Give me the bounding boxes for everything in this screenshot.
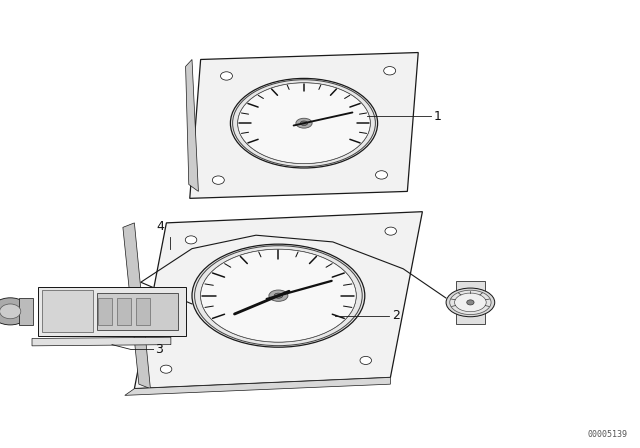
Circle shape	[221, 72, 232, 80]
Ellipse shape	[296, 118, 312, 128]
Ellipse shape	[450, 290, 491, 314]
Circle shape	[385, 227, 397, 235]
Polygon shape	[186, 60, 198, 191]
Polygon shape	[32, 337, 171, 346]
FancyBboxPatch shape	[38, 287, 186, 336]
Polygon shape	[125, 377, 390, 396]
Ellipse shape	[238, 83, 370, 164]
Ellipse shape	[300, 121, 308, 125]
Polygon shape	[189, 52, 419, 198]
Circle shape	[186, 236, 197, 244]
FancyBboxPatch shape	[117, 298, 131, 325]
FancyBboxPatch shape	[19, 298, 33, 325]
FancyBboxPatch shape	[136, 298, 150, 325]
Circle shape	[0, 304, 20, 319]
Polygon shape	[134, 212, 422, 389]
Ellipse shape	[230, 78, 378, 168]
FancyBboxPatch shape	[98, 298, 112, 325]
Circle shape	[212, 176, 224, 184]
Text: 1: 1	[434, 110, 442, 123]
Circle shape	[467, 300, 474, 305]
Text: 2: 2	[392, 309, 400, 322]
Ellipse shape	[192, 244, 365, 347]
Circle shape	[0, 298, 29, 325]
Ellipse shape	[201, 249, 356, 342]
Polygon shape	[123, 223, 150, 389]
Text: 00005139: 00005139	[588, 430, 627, 439]
Circle shape	[376, 171, 387, 179]
Circle shape	[360, 357, 371, 365]
Circle shape	[384, 67, 396, 75]
Polygon shape	[456, 281, 485, 324]
Ellipse shape	[454, 293, 486, 312]
Text: 3: 3	[156, 343, 163, 356]
FancyBboxPatch shape	[42, 290, 93, 332]
Text: 4: 4	[156, 220, 164, 233]
Circle shape	[160, 365, 172, 373]
Ellipse shape	[274, 293, 283, 298]
Ellipse shape	[446, 288, 495, 317]
Ellipse shape	[269, 290, 288, 302]
FancyBboxPatch shape	[97, 293, 178, 330]
